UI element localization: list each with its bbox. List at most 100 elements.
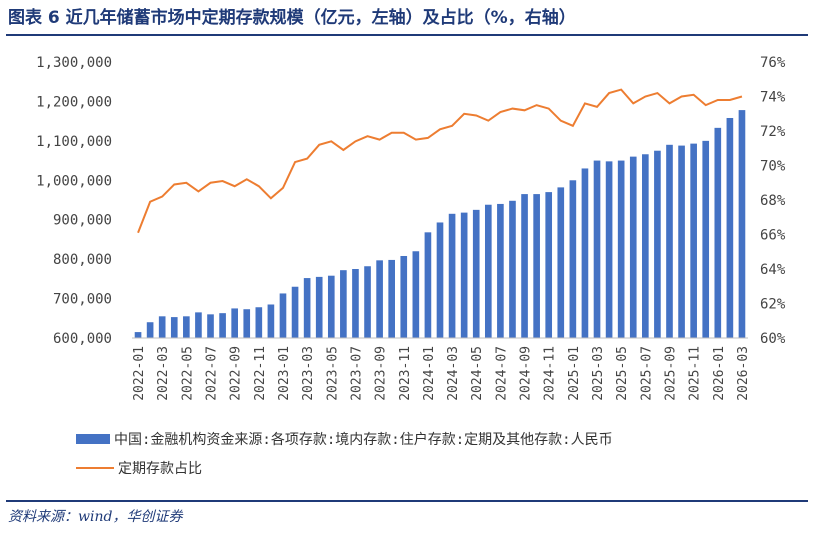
left-tick-label: 1,100,000 <box>36 134 112 150</box>
left-tick-label: 800,000 <box>53 252 112 268</box>
left-tick-label: 600,000 <box>53 331 112 347</box>
footer-divider <box>6 500 808 502</box>
x-tick-label: 2023-01 <box>277 346 292 401</box>
x-tick-label: 2024-09 <box>519 346 534 401</box>
x-tick-label: 2022-01 <box>132 346 147 401</box>
bar-2023-10 <box>388 259 395 338</box>
x-tick-label: 2024-07 <box>494 346 509 401</box>
right-tick-label: 68% <box>760 193 786 209</box>
bar-2025-04 <box>605 161 613 338</box>
bar-2023-01 <box>279 293 287 338</box>
right-tick-label: 62% <box>760 297 786 313</box>
x-tick-label: 2025-09 <box>663 346 678 401</box>
bar-2024-01 <box>424 232 432 338</box>
line-series <box>137 88 743 234</box>
right-tick-label: 66% <box>760 228 786 244</box>
x-tick-label: 2022-09 <box>229 346 244 401</box>
bar-2022-07 <box>207 314 214 338</box>
bar-2025-08 <box>654 150 661 338</box>
bar-2025-10 <box>678 145 685 338</box>
bar-2022-01 <box>134 332 142 338</box>
chart-title: 图表 6 近几年储蓄市场中定期存款规模（亿元，左轴）及占比（%，右轴） <box>8 8 576 28</box>
bar-series <box>134 110 746 339</box>
bar-2022-02 <box>146 322 154 338</box>
bar-2024-07 <box>497 203 504 338</box>
x-tick-label: 2026-03 <box>736 346 751 401</box>
bar-2023-11 <box>400 255 408 338</box>
x-axis-ticks: 2022-01 2022-03 2022-05 2022-07 2022-09 2022-… <box>132 346 751 401</box>
bar-2025-02 <box>581 168 589 338</box>
right-axis-ticks: 60% 62% 64% 66% 68% 70% 72% 74% 76% <box>760 55 786 347</box>
right-tick-label: 74% <box>760 90 786 106</box>
bar-2022-11 <box>255 307 263 338</box>
bar-2025-07 <box>642 154 649 338</box>
legend: 中国:金融机构资金来源:各项存款:境内存款:住户存款:定期及其他存款:人民币 定… <box>76 431 613 477</box>
bar-2024-03 <box>448 213 456 338</box>
bar-2025-03 <box>593 160 601 338</box>
bar-2024-05 <box>472 209 480 338</box>
x-tick-label: 2022-07 <box>205 346 220 401</box>
x-tick-label: 2023-07 <box>349 346 364 401</box>
bar-2026-03 <box>738 110 746 338</box>
right-tick-label: 72% <box>760 124 786 140</box>
x-tick-label: 2026-01 <box>712 346 727 401</box>
x-tick-label: 2025-07 <box>639 346 654 401</box>
x-tick-label: 2025-05 <box>615 346 630 401</box>
bar-2023-04 <box>315 276 323 338</box>
x-tick-label: 2025-11 <box>688 346 703 401</box>
left-tick-label: 1,200,000 <box>36 94 112 110</box>
bar-2024-12 <box>557 187 565 338</box>
chart-svg: 600,000 700,000 800,000 900,000 1,000,000 1,1… <box>36 55 786 477</box>
right-tick-label: 76% <box>760 55 786 71</box>
x-tick-label: 2024-03 <box>446 346 461 401</box>
title-divider <box>6 34 808 36</box>
x-tick-label: 2023-05 <box>325 346 340 401</box>
bar-2024-10 <box>533 194 540 338</box>
legend-line-label: 定期存款占比 <box>118 461 202 477</box>
bar-2024-02 <box>436 222 444 338</box>
bar-2025-01 <box>569 180 577 338</box>
share-line <box>137 88 743 234</box>
bar-2026-01 <box>714 127 722 338</box>
bar-2023-02 <box>291 286 299 338</box>
legend-bar-label: 中国:金融机构资金来源:各项存款:境内存款:住户存款:定期及其他存款:人民币 <box>114 431 613 448</box>
bar-2022-08 <box>219 313 226 338</box>
bar-2024-11 <box>545 192 553 338</box>
bar-2022-12 <box>267 304 275 338</box>
left-axis-ticks: 600,000 700,000 800,000 900,000 1,000,000 1,1… <box>36 55 112 347</box>
left-tick-label: 700,000 <box>53 292 112 308</box>
source-note: 资料来源：wind，华创证券 <box>8 509 183 525</box>
right-tick-label: 64% <box>760 262 786 278</box>
bar-2023-06 <box>340 270 347 338</box>
right-tick-label: 60% <box>760 331 786 347</box>
bar-2023-09 <box>376 260 383 338</box>
right-tick-label: 70% <box>760 159 786 175</box>
x-tick-label: 2024-11 <box>543 346 558 401</box>
bar-2022-06 <box>195 312 202 338</box>
bar-2022-04 <box>170 317 178 338</box>
x-tick-label: 2022-03 <box>156 346 171 401</box>
legend-bar-swatch <box>76 434 110 444</box>
left-tick-label: 1,000,000 <box>36 173 112 189</box>
bar-2025-12 <box>702 140 710 338</box>
bar-2023-05 <box>327 275 335 338</box>
bar-2026-02 <box>726 117 734 339</box>
x-tick-label: 2025-03 <box>591 346 606 401</box>
bar-2022-10 <box>243 309 251 338</box>
left-tick-label: 900,000 <box>53 213 112 229</box>
bar-2023-07 <box>352 269 359 338</box>
x-tick-label: 2023-11 <box>398 346 413 401</box>
x-tick-label: 2024-05 <box>470 346 485 401</box>
bar-2025-05 <box>617 160 625 338</box>
bar-2025-09 <box>666 144 673 338</box>
x-tick-label: 2025-01 <box>567 346 582 401</box>
bar-2024-08 <box>509 200 516 338</box>
bar-2022-05 <box>183 316 190 338</box>
bar-2025-06 <box>629 156 637 338</box>
left-tick-label: 1,300,000 <box>36 55 112 71</box>
x-tick-label: 2023-09 <box>374 346 389 401</box>
x-tick-label: 2022-11 <box>253 346 268 401</box>
bar-2024-06 <box>484 204 492 338</box>
x-tick-label: 2023-03 <box>301 346 316 401</box>
bar-2023-12 <box>412 251 420 338</box>
